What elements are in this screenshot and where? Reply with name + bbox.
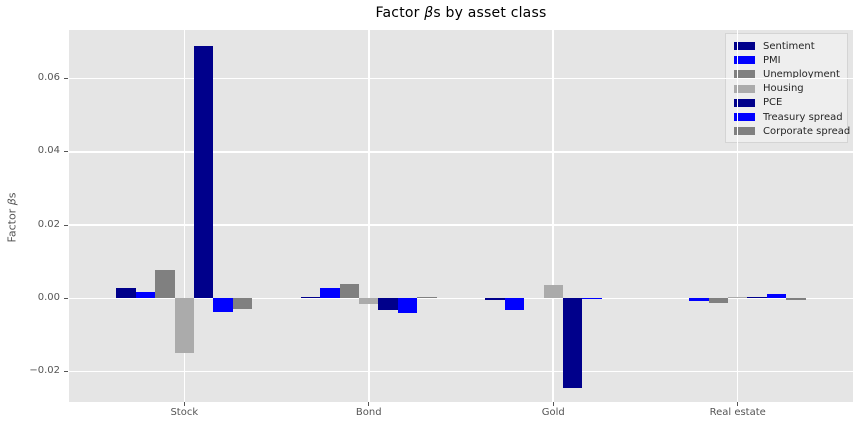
- chart-title-prefix: Factor: [375, 5, 425, 21]
- legend-swatch: [734, 98, 755, 107]
- h-gridline: [69, 370, 853, 373]
- v-gridline: [552, 30, 554, 402]
- x-tick-label: Real estate: [709, 407, 766, 418]
- h-gridline: [69, 151, 853, 153]
- x-tick-mark: [183, 402, 185, 406]
- beta-symbol: β: [5, 198, 19, 206]
- y-tick-label: 0.06: [37, 72, 60, 84]
- bar-housing: [359, 298, 379, 305]
- legend-swatch: [734, 113, 755, 122]
- bar-sentiment: [485, 298, 505, 301]
- x-tick-label: Stock: [170, 407, 199, 418]
- y-tick-mark: [64, 78, 68, 80]
- bar-pmi: [689, 298, 709, 301]
- legend-label: Treasury spread: [763, 111, 843, 123]
- legend-item: PCE: [734, 96, 839, 110]
- legend: Sentiment PMI Unemployment Housing PCE Treasu…: [725, 33, 850, 144]
- legend-label: Sentiment: [763, 40, 815, 52]
- x-tick-mark: [552, 402, 554, 406]
- bar-treasury-spread: [213, 298, 233, 313]
- x-tick-mark: [368, 402, 370, 406]
- legend-item: PMI: [734, 53, 839, 67]
- bar-sentiment: [300, 297, 321, 299]
- beta-symbol: β: [424, 5, 434, 21]
- y-tick-label: 0.00: [37, 291, 60, 303]
- bar-sentiment: [116, 288, 136, 299]
- legend-label: Housing: [763, 83, 804, 95]
- bar-pce: [562, 298, 583, 389]
- y-axis-label-suffix: s: [5, 192, 19, 199]
- bar-treasury-spread: [766, 293, 787, 299]
- legend-label: PCE: [763, 97, 783, 109]
- legend-item: Corporate spread: [734, 124, 850, 138]
- bar-pmi: [504, 298, 525, 311]
- legend-item: Sentiment: [734, 39, 839, 53]
- chart-title: Factor βs by asset class: [69, 5, 853, 21]
- bar-pce: [378, 298, 398, 311]
- v-gridline: [368, 30, 370, 402]
- h-gridline: [69, 224, 853, 226]
- x-tick-label: Gold: [541, 407, 565, 418]
- v-gridline: [736, 30, 739, 402]
- legend-label: Corporate spread: [763, 125, 851, 137]
- x-tick-mark: [737, 402, 739, 406]
- y-tick-mark: [64, 151, 68, 153]
- y-tick-mark: [64, 297, 68, 299]
- y-tick-mark: [64, 224, 68, 226]
- bar-housing: [728, 297, 748, 299]
- bar-pce: [747, 296, 767, 299]
- x-tick-label: Bond: [355, 407, 382, 418]
- legend-swatch: [734, 42, 755, 51]
- legend-label: Unemployment: [763, 68, 840, 80]
- bar-treasury-spread: [397, 298, 418, 313]
- legend-swatch: [734, 56, 755, 65]
- chart-title-suffix: s by asset class: [433, 5, 547, 21]
- y-axis-label: Factor βs: [6, 178, 19, 258]
- bar-unemployment: [339, 283, 360, 299]
- y-tick-label: −0.02: [29, 365, 60, 377]
- legend-item: Unemployment: [734, 67, 840, 81]
- legend-swatch: [734, 84, 755, 93]
- bar-pmi: [320, 288, 340, 299]
- legend-item: Housing: [734, 82, 839, 96]
- bar-unemployment: [708, 298, 728, 303]
- y-tick-mark: [64, 371, 68, 373]
- h-gridline: [69, 297, 853, 300]
- v-gridline: [183, 30, 186, 402]
- legend-label: PMI: [763, 54, 781, 66]
- bar-corporate-spread: [232, 298, 253, 309]
- bar-housing: [543, 284, 563, 299]
- bar-treasury-spread: [582, 298, 602, 300]
- bar-unemployment: [155, 270, 175, 299]
- plot-area: Sentiment PMI Unemployment Housing PCE Treasu…: [69, 30, 853, 402]
- bar-corporate-spread: [786, 298, 806, 301]
- bar-pce: [193, 46, 214, 299]
- y-tick-label: 0.04: [37, 145, 60, 157]
- legend-swatch: [734, 70, 755, 79]
- h-gridline: [69, 77, 853, 80]
- bar-corporate-spread: [417, 297, 437, 299]
- bar-housing: [174, 298, 194, 353]
- legend-swatch: [734, 127, 755, 136]
- bar-pmi: [135, 292, 156, 299]
- legend-item: Treasury spread: [734, 110, 843, 124]
- y-tick-label: 0.02: [37, 218, 60, 230]
